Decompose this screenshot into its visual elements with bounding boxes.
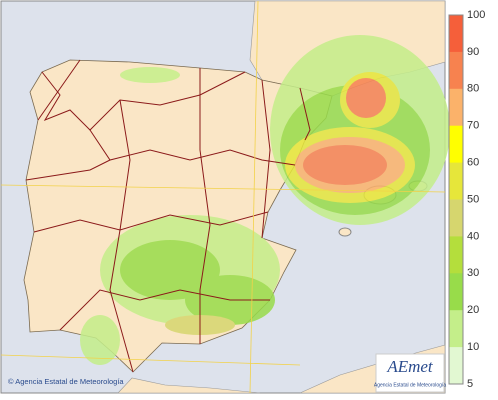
colorbar-bin [449,273,463,311]
credit: © Agencia Estatal de Meteorología [8,377,124,386]
precip [80,35,450,365]
colorbar-frame [448,14,464,385]
colorbar-bin [449,236,463,274]
colorbar-bin [449,88,463,127]
colorbar-label: 50 [467,193,479,205]
logo-subtitle: Agencia Estatal de Meteorología [374,382,446,388]
colorbar: 100 90 80 70 60 50 40 30 20 10 5 [448,9,485,390]
colorbar-bin [449,162,463,200]
colorbar-bin [449,51,463,90]
colorbar-label: 60 [467,157,479,169]
colorbar-label: 5 [467,378,473,390]
colorbar-bin [449,347,463,385]
colorbar-label: 30 [467,267,479,279]
logo-text: AEmet [386,357,434,376]
province-borders [25,59,311,373]
colorbar-label: 80 [467,83,479,95]
map: AEmet Agencia Estatal de Meteorología © … [0,0,450,394]
colorbar-label: 40 [467,230,479,242]
colorbar-label: 70 [467,120,479,132]
africa [117,377,261,394]
logo: AEmet Agencia Estatal de Meteorología [374,353,446,393]
colorbar-label: 10 [467,341,479,353]
colorbar-bin [449,125,463,164]
island [338,227,352,237]
colorbar-bin [449,15,463,53]
colorbar-label: 100 [467,9,485,21]
colorbar-label: 20 [467,304,479,316]
graticule [0,0,446,394]
colorbar-bin [449,310,463,348]
colorbar-label: 90 [467,46,479,58]
colorbar-bin [449,199,463,237]
